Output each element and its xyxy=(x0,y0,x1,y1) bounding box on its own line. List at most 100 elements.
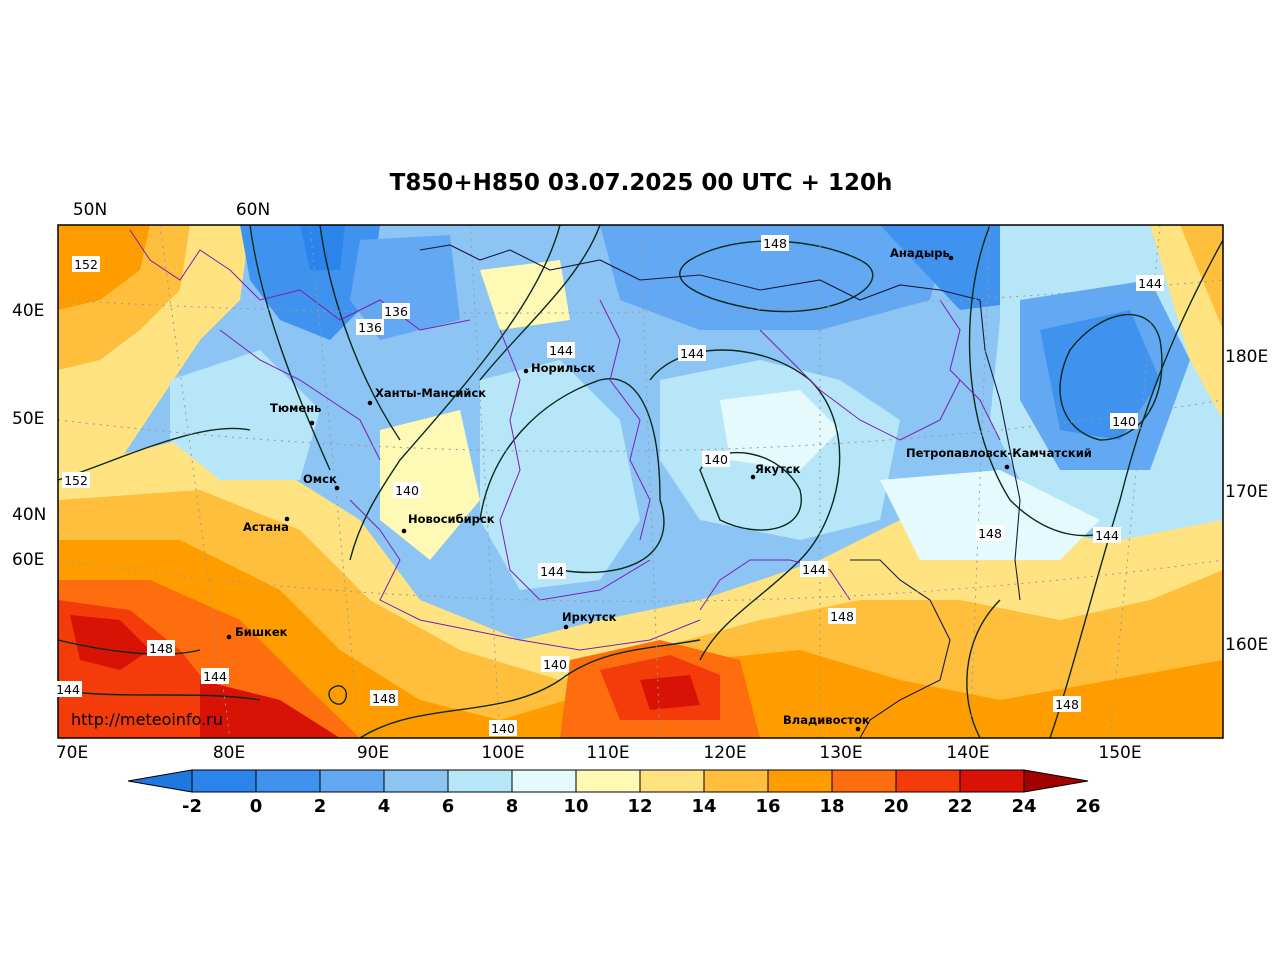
colorbar-tick-label: -2 xyxy=(182,796,202,817)
contour-label: 148 xyxy=(372,691,396,706)
svg-text:Новосибирск: Новосибирск xyxy=(408,512,495,526)
contour-label: 152 xyxy=(74,257,98,272)
colorbar-bin xyxy=(831,769,897,793)
colorbar-tick-label: 0 xyxy=(250,796,263,817)
svg-text:90E: 90E xyxy=(357,743,389,763)
temperature-field xyxy=(58,225,1223,738)
axis-labels-bottom: 70E 80E 90E 100E 110E 120E 130E 140E 150… xyxy=(56,743,1142,763)
city-astana: Астана xyxy=(243,516,290,534)
city-anadyr: Анадырь xyxy=(890,246,954,261)
city-yakutsk: Якутск xyxy=(750,462,801,480)
colorbar-tick-label: 14 xyxy=(691,796,716,817)
colorbar-bin xyxy=(575,769,641,793)
svg-text:Якутск: Якутск xyxy=(755,462,801,476)
svg-text:80E: 80E xyxy=(213,743,245,763)
city-tyumen: Тюмень xyxy=(270,401,321,426)
svg-text:50N: 50N xyxy=(73,200,107,220)
coastline xyxy=(419,244,1021,738)
colorbar-tick-label: 24 xyxy=(1011,796,1036,817)
colorbar-tick-label: 2 xyxy=(314,796,327,817)
city-irkutsk: Иркутск xyxy=(562,610,617,630)
svg-text:Астана: Астана xyxy=(243,520,289,534)
colorbar-tick-label: 20 xyxy=(883,796,908,817)
contour-label: 144 xyxy=(56,682,80,697)
colorbar-bin xyxy=(639,769,705,793)
colorbar-bin xyxy=(255,769,321,793)
contour-label: 144 xyxy=(1095,528,1119,543)
contour-label: 140 xyxy=(395,483,419,498)
contour-label: 136 xyxy=(358,320,382,335)
colorbar-bin xyxy=(767,769,833,793)
contour-label: 140 xyxy=(1112,414,1136,429)
svg-text:60E: 60E xyxy=(12,550,44,570)
svg-text:50E: 50E xyxy=(12,409,44,429)
svg-text:140E: 140E xyxy=(946,743,989,763)
svg-text:100E: 100E xyxy=(481,743,524,763)
contour-label: 148 xyxy=(763,236,787,251)
svg-text:Петропавловск-Камчатский: Петропавловск-Камчатский xyxy=(906,446,1092,460)
contour-label: 152 xyxy=(64,473,88,488)
colorbar-tick-label: 18 xyxy=(819,796,844,817)
city-omsk: Омск xyxy=(303,472,340,491)
axis-labels-right: 180E 170E 160E xyxy=(1225,347,1268,655)
colorbar-tick-label: 8 xyxy=(506,796,519,817)
contour-label: 140 xyxy=(704,452,728,467)
city-petropavlovsk: Петропавловск-Камчатский xyxy=(906,446,1092,470)
colorbar-bin xyxy=(191,769,257,793)
svg-text:180E: 180E xyxy=(1225,347,1268,367)
cities: Анадырь Норильск Ханты-Мансийск Тюмень О… xyxy=(226,246,1092,732)
colorbar-arrow-high xyxy=(1023,769,1089,793)
svg-text:130E: 130E xyxy=(819,743,862,763)
svg-text:60N: 60N xyxy=(236,200,270,220)
contour-label: 148 xyxy=(149,641,173,656)
graticule xyxy=(58,225,1223,738)
svg-text:Омск: Омск xyxy=(303,472,337,486)
city-novosibirsk: Новосибирск xyxy=(401,512,495,534)
colorbar-bin xyxy=(895,769,961,793)
contour-label: 144 xyxy=(680,346,704,361)
contour-label: 140 xyxy=(491,721,515,736)
colorbar-tick-label: 22 xyxy=(947,796,972,817)
map-frame xyxy=(57,224,1224,739)
city-bishkek: Бишкек xyxy=(226,625,288,640)
svg-text:Бишкек: Бишкек xyxy=(235,625,288,639)
svg-text:160E: 160E xyxy=(1225,635,1268,655)
contour-label: 144 xyxy=(540,564,564,579)
svg-text:40N: 40N xyxy=(12,505,46,525)
colorbar-bin xyxy=(959,769,1025,793)
colorbar-bin xyxy=(383,769,449,793)
svg-text:Норильск: Норильск xyxy=(531,361,595,375)
svg-text:Тюмень: Тюмень xyxy=(270,401,321,415)
colorbar-tick-label: 10 xyxy=(563,796,588,817)
svg-text:110E: 110E xyxy=(586,743,629,763)
contour-label: 136 xyxy=(384,304,408,319)
colorbar-tick-label: 26 xyxy=(1075,796,1100,817)
colorbar-tick-label: 4 xyxy=(378,796,391,817)
watermark: http://meteoinfo.ru xyxy=(71,710,223,729)
contour-label: 144 xyxy=(549,343,573,358)
svg-text:40E: 40E xyxy=(12,301,44,321)
contour-label: 144 xyxy=(1138,276,1162,291)
city-norilsk: Норильск xyxy=(523,361,595,375)
city-vladivostok: Владивосток xyxy=(783,713,870,732)
axis-labels-top: 50N 60N xyxy=(73,200,270,220)
colorbar-bin xyxy=(447,769,513,793)
contour-label: 144 xyxy=(802,562,826,577)
city-khanty-mansiysk: Ханты-Мансийск xyxy=(367,386,486,406)
contour-label: 148 xyxy=(1055,697,1079,712)
svg-text:150E: 150E xyxy=(1098,743,1141,763)
colorbar-tick-label: 16 xyxy=(755,796,780,817)
colorbar-bin xyxy=(511,769,577,793)
svg-text:120E: 120E xyxy=(703,743,746,763)
colorbar-tick-label: 12 xyxy=(627,796,652,817)
contour-label: 148 xyxy=(978,526,1002,541)
svg-text:Владивосток: Владивосток xyxy=(783,713,870,727)
svg-text:Ханты-Мансийск: Ханты-Мансийск xyxy=(375,386,486,400)
colorbar: -2 0 2 4 6 8 10 12 14 16 18 20 22 24 26 xyxy=(127,769,1101,817)
colorbar-tick-label: 6 xyxy=(442,796,455,817)
svg-text:70E: 70E xyxy=(56,743,88,763)
map-title: T850+H850 03.07.2025 00 UTC + 120h xyxy=(390,170,893,196)
colorbar-bin xyxy=(319,769,385,793)
colorbar-bin xyxy=(703,769,769,793)
